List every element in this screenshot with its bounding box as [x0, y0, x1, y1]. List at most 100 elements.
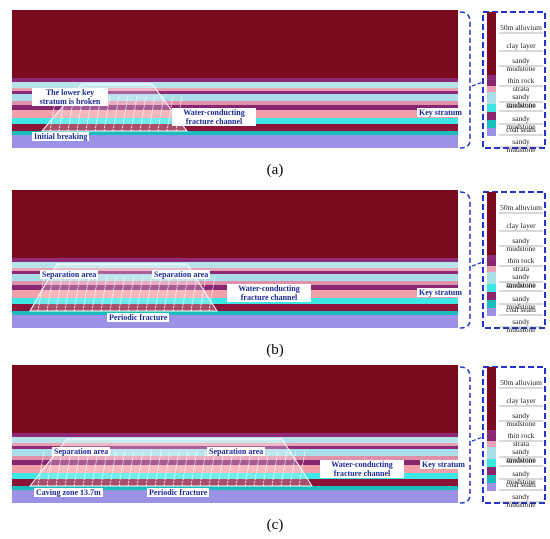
legend-swatch: [487, 80, 496, 86]
bracket: [459, 191, 471, 329]
legend-label: sandstone: [506, 101, 536, 110]
stratum: [12, 91, 458, 94]
annotation: The lower key stratum is broken: [32, 88, 108, 106]
legend-swatch: [487, 128, 496, 136]
stratum: [12, 456, 458, 460]
legend-swatch: [487, 300, 496, 308]
annotation: Key stratum: [417, 288, 464, 297]
legend-label: clay layer: [506, 221, 536, 230]
stratum: [12, 94, 458, 101]
stratum: [12, 271, 458, 274]
stratum: [12, 437, 458, 443]
annotation: Periodic fracture: [147, 488, 210, 497]
stratum: [12, 101, 458, 105]
legend-box: [482, 11, 546, 149]
legend-label: sandy mudstone: [506, 469, 536, 486]
stratum: [12, 258, 458, 262]
stratum: [12, 315, 458, 328]
legend-label: sandstone: [506, 456, 536, 465]
legend-label: coal seam: [506, 305, 536, 314]
legend-swatch: [487, 12, 496, 75]
legend-label: sandy mudstone: [506, 294, 536, 311]
legend-label: thin rock strata: [507, 431, 535, 448]
annotation: Initial breaking: [32, 132, 90, 141]
legend-label: clay layer: [506, 41, 536, 50]
stratum: [12, 311, 458, 315]
stratum: [12, 443, 458, 446]
legend-swatch: [487, 284, 496, 292]
legend-label: sandy mudstone: [506, 317, 536, 334]
stratum: [12, 105, 458, 110]
annotation: Water-conducting fracture channel: [172, 108, 256, 126]
legend-swatch: [487, 467, 496, 475]
legend-label: 50m alluvium: [500, 23, 542, 32]
legend-swatch: [487, 459, 496, 467]
legend-swatch: [487, 266, 496, 272]
annotation: Separation area: [152, 270, 211, 279]
legend-label: sandy mudstone: [506, 492, 536, 509]
legend-link: [471, 436, 484, 442]
legend-link: [471, 81, 484, 87]
stratum: [12, 433, 458, 437]
legend-label: sandy mudstone: [506, 272, 536, 289]
stratum: [12, 281, 458, 285]
stratum: [12, 460, 458, 465]
legend-swatch: [487, 475, 496, 483]
annotation: Water-conducting fracture channel: [320, 460, 404, 478]
legend-swatch: [487, 430, 496, 435]
legend-box: [482, 366, 546, 504]
legend-swatch: [487, 483, 496, 491]
legend-swatch: [487, 104, 496, 112]
legend-label: 50m alluvium: [500, 203, 542, 212]
stratum: [12, 490, 458, 503]
stratum: [12, 486, 458, 490]
legend-swatch: [487, 255, 496, 260]
legend-label: thin rock strata: [507, 256, 535, 273]
legend-swatch: [487, 441, 496, 447]
legend-label: coal seam: [506, 125, 536, 134]
legend-swatch: [487, 367, 496, 430]
legend-label: clay layer: [506, 396, 536, 405]
annotation: Caving zone 13.7m: [34, 488, 103, 497]
annotation: Water-conducting fracture channel: [227, 284, 311, 302]
panel-label: (c): [266, 517, 284, 533]
legend-swatch: [487, 86, 496, 92]
legend-swatch: [487, 435, 496, 441]
stratum: [12, 131, 458, 135]
annotation: Periodic fracture: [107, 313, 170, 322]
stratum: [12, 190, 458, 258]
legend-label: sandy mudstone: [506, 56, 536, 73]
legend-label: sandy mudstone: [506, 411, 536, 428]
stratum: [12, 10, 458, 78]
annotation: Key stratum: [417, 108, 464, 117]
legend-link: [471, 261, 484, 267]
stratum: [12, 304, 458, 311]
annotation: Separation area: [52, 447, 111, 456]
stratum: [12, 262, 458, 268]
legend-swatch: [487, 272, 496, 284]
panel-label: (b): [266, 342, 284, 358]
stratum: [12, 465, 458, 473]
legend-label: sandy mudstone: [506, 236, 536, 253]
legend-box: [482, 191, 546, 329]
stratum: [12, 88, 458, 91]
legend-swatch: [487, 192, 496, 255]
legend-label: sandy mudstone: [506, 137, 536, 154]
stratum: [12, 473, 458, 479]
stratum: [12, 82, 458, 88]
stratum: [12, 78, 458, 82]
stratum: [12, 124, 458, 131]
stratum: [12, 135, 458, 148]
stratum: [12, 268, 458, 271]
annotation: Separation area: [207, 447, 266, 456]
legend-swatch: [487, 447, 496, 459]
stratum: [12, 274, 458, 281]
legend-swatch: [487, 260, 496, 266]
legend-label: coal seam: [506, 480, 536, 489]
annotation: Separation area: [40, 270, 99, 279]
bracket: [459, 11, 471, 149]
panel-label: (a): [266, 162, 284, 178]
legend-label: sandy mudstone: [506, 114, 536, 131]
legend-swatch: [487, 120, 496, 128]
